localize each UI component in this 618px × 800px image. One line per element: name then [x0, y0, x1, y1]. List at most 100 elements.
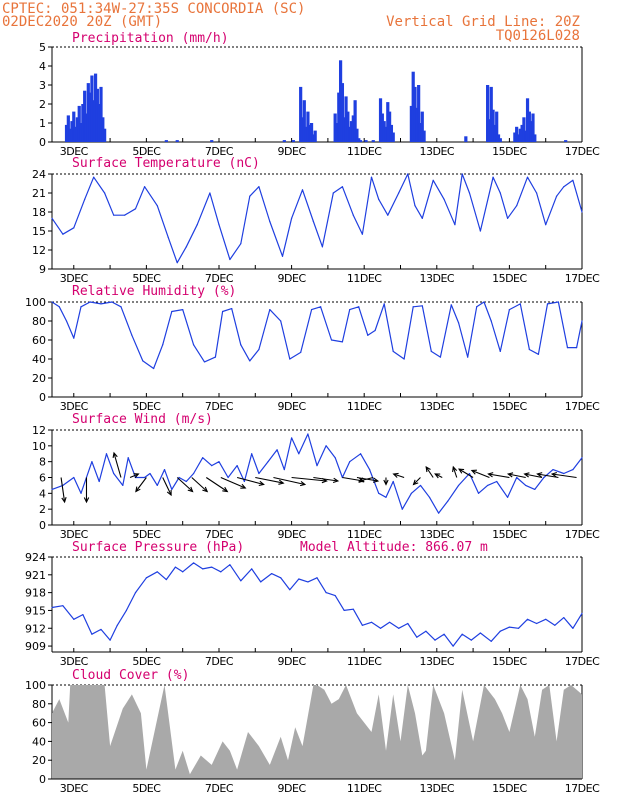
rh-point [269, 309, 271, 311]
wind-point [410, 492, 412, 494]
rh-point [100, 303, 102, 305]
precip-bar [86, 83, 90, 142]
rh-point [131, 334, 133, 336]
precip-bar [487, 119, 492, 142]
precip-bar [533, 134, 537, 142]
precip-bar [348, 126, 352, 142]
temp-point [269, 220, 271, 223]
temp-point [443, 198, 445, 200]
cloud-ytick-label: 60 [32, 717, 46, 730]
wind-point [534, 488, 536, 490]
precip-xtick-label: 13DEC [419, 145, 454, 158]
precip-bar [349, 121, 354, 142]
wind-point [122, 484, 124, 487]
precipitation-title: Precipitation (mm/h) [72, 31, 229, 46]
cloud-ytick-label: 80 [32, 698, 46, 711]
temp-point [407, 173, 409, 175]
wind-vector [425, 466, 434, 478]
rh-point [310, 309, 313, 311]
press-point [490, 640, 492, 642]
wind-point [298, 453, 300, 455]
wind-point [73, 476, 75, 479]
precip-bar [306, 111, 310, 142]
wind-vector-head [83, 497, 90, 504]
wind-point [276, 449, 278, 451]
humidity-title: Relative Humidity (%) [72, 284, 236, 299]
cloud-cover-title: Cloud Cover (%) [72, 668, 189, 683]
wind-vector-head [222, 486, 229, 493]
press-point [407, 622, 409, 625]
temp-point [414, 205, 416, 207]
press-point [192, 562, 195, 564]
temp-point [468, 192, 471, 194]
precip-bar [522, 117, 526, 142]
wind-vector [434, 473, 443, 478]
rh-point [120, 306, 122, 308]
wind-xtick-label: 3DEC [60, 528, 89, 541]
wind-xtick-label: 5DEC [132, 528, 161, 541]
press-point [165, 578, 167, 581]
wind-point [468, 472, 471, 475]
rh-xtick-label: 3DEC [60, 400, 89, 413]
temp-point [421, 217, 423, 219]
temp-point [563, 186, 565, 188]
press-ytick-label: 924 [25, 551, 46, 564]
press-point [307, 581, 309, 583]
temp-point [341, 186, 344, 188]
press-point [316, 577, 318, 579]
press-point [361, 624, 363, 626]
wind-point [572, 468, 574, 471]
precip-bar [291, 140, 296, 142]
wind-point [438, 512, 440, 514]
press-point [260, 581, 262, 583]
wind-point [447, 500, 449, 502]
wind-ytick-label: 12 [32, 424, 46, 437]
temp-point [398, 192, 400, 194]
rh-ytick-label: 20 [32, 372, 46, 385]
press-xtick-label: 11DEC [347, 655, 382, 668]
temp-point [526, 176, 529, 178]
wind-point [171, 488, 173, 490]
rh-point [508, 309, 510, 311]
precip-bar [93, 73, 98, 142]
precip-xtick-label: 3DEC [60, 145, 89, 158]
press-point [389, 621, 391, 623]
press-point [134, 592, 137, 594]
temp-point [536, 192, 538, 194]
wind-vector-head [332, 477, 340, 484]
precip-bar [516, 134, 521, 142]
wind-vector [113, 452, 122, 478]
wind-vector-head [392, 472, 399, 478]
rh-point [80, 306, 82, 308]
temp-xtick-label: 9DEC [278, 272, 307, 285]
press-ytick-label: 921 [25, 569, 46, 582]
precip-bar [518, 128, 522, 142]
precip-bar [75, 117, 80, 142]
rh-point [289, 358, 291, 360]
temp-point [352, 214, 354, 216]
rh-ytick-label: 60 [32, 334, 46, 347]
wind-vector-head [452, 465, 458, 473]
precip-bar [175, 140, 179, 142]
wind-vector-head [434, 473, 441, 479]
press-ytick-label: 918 [25, 587, 46, 600]
rh-point [528, 348, 530, 351]
cloud-xtick-label: 13DEC [419, 782, 454, 795]
rh-point [214, 356, 216, 358]
rh-point [320, 306, 322, 308]
cloud-xtick-label: 9DEC [278, 782, 307, 795]
temp-point [378, 198, 380, 200]
press-point [229, 564, 231, 566]
wind-point [243, 480, 245, 483]
press-point [434, 639, 436, 641]
wind-point [401, 508, 403, 510]
wind-point [163, 468, 166, 471]
press-point [452, 645, 454, 647]
precip-bar [525, 98, 530, 142]
wind-vector-head [358, 477, 365, 483]
wind-vector-head [166, 490, 172, 497]
temp-point [492, 176, 494, 178]
rh-point [222, 310, 224, 313]
wind-vector [359, 476, 374, 482]
run-time-header: 02DEC2020 20Z (GMT) [2, 14, 162, 30]
